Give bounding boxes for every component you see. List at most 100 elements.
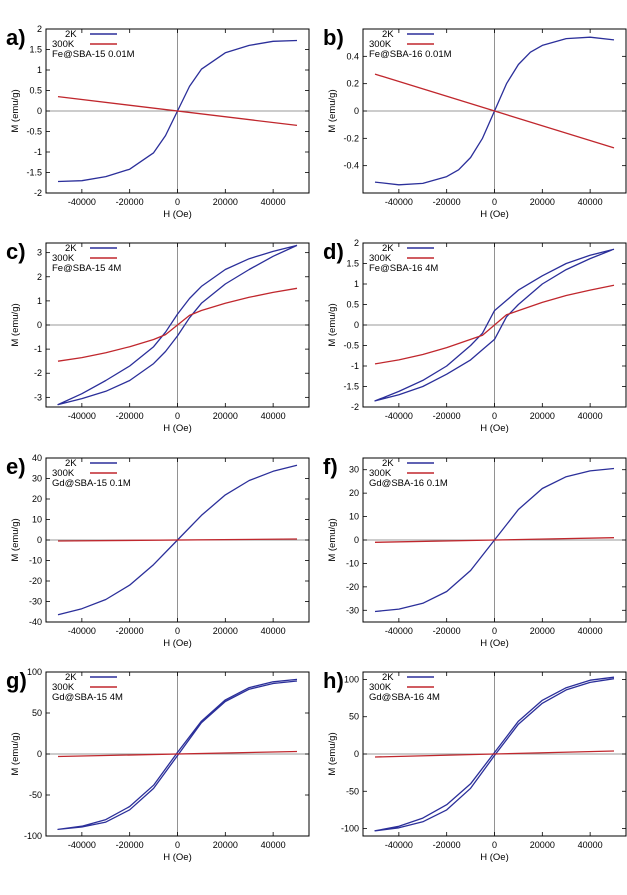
y-tick-label: -0.5 (26, 127, 42, 137)
chart-panel-2: -0.4 -0.2 0 0.2 0.4 -40000 -20000 0 20000 40000 H … (323, 25, 627, 220)
panel-letter: c) (6, 239, 26, 264)
y-tick-label: 0 (354, 320, 359, 330)
x-axis-label: H (Oe) (480, 852, 509, 863)
y-tick-label: -20 (29, 576, 42, 586)
y-tick-label: 100 (27, 667, 42, 677)
series-line-2k (374, 676, 615, 832)
y-axis-label: M (emu/g) (327, 89, 338, 132)
y-tick-label: 1.5 (29, 45, 42, 55)
sample-label: Fe@SBA-15 4M (52, 263, 121, 274)
legend-entry-label: 300K (52, 682, 75, 693)
x-axis-label: H (Oe) (480, 209, 509, 220)
y-tick-label: -10 (29, 556, 42, 566)
legend-entry-label: 2K (65, 672, 77, 683)
x-tick-label: 20000 (530, 626, 555, 636)
x-tick-label: -20000 (433, 626, 461, 636)
y-tick-label: 20 (349, 488, 359, 498)
x-tick-label: -20000 (116, 197, 144, 207)
y-tick-label: 20 (32, 494, 42, 504)
series-line-300k (374, 750, 615, 758)
y-tick-label: 1 (37, 296, 42, 306)
y-axis-label: M (emu/g) (10, 518, 21, 561)
chart-panel-5: -40 -30 -20 -10 0 10 20 30 40 -40000 -20000 0 20000 4… (6, 453, 310, 649)
x-tick-label: -40000 (385, 840, 413, 850)
y-tick-label: 1.5 (346, 259, 359, 269)
panel-letter: e) (6, 454, 26, 479)
legend-entry-label: 300K (52, 468, 75, 479)
y-tick-label: -1.5 (343, 382, 359, 392)
x-tick-label: 0 (492, 626, 497, 636)
x-tick-label: 40000 (578, 411, 603, 421)
y-tick-label: -10 (346, 558, 359, 568)
chart-panel-3: -3 -2 -1 0 1 2 3 -40000 -20000 0 20000 40000 H (Oe) M… (6, 239, 310, 434)
x-tick-label: -40000 (385, 197, 413, 207)
y-tick-label: -2 (34, 188, 42, 198)
legend-entry-label: 2K (382, 243, 394, 254)
x-axis-label: H (Oe) (480, 638, 509, 649)
y-tick-label: -1.5 (26, 168, 42, 178)
legend-entry-label: 2K (382, 672, 394, 683)
panel-letter: h) (323, 668, 344, 693)
x-tick-label: 40000 (578, 840, 603, 850)
y-tick-label: 0 (37, 106, 42, 116)
y-tick-label: 30 (349, 465, 359, 475)
x-tick-label: -40000 (385, 411, 413, 421)
y-axis-label: M (emu/g) (327, 732, 338, 775)
y-tick-label: 10 (349, 512, 359, 522)
panel-letter: d) (323, 239, 344, 264)
chart-panel-8: -100 -50 0 50 100 -40000 -20000 0 20000 40000 H (O… (323, 668, 627, 863)
x-tick-label: 20000 (213, 197, 238, 207)
x-axis-label: H (Oe) (480, 423, 509, 434)
x-axis-label: H (Oe) (163, 852, 192, 863)
y-tick-label: 0 (37, 749, 42, 759)
y-axis-label: M (emu/g) (10, 732, 21, 775)
y-axis-label: M (emu/g) (10, 303, 21, 346)
x-tick-label: 40000 (261, 197, 286, 207)
x-tick-label: -40000 (385, 626, 413, 636)
y-tick-label: 100 (344, 674, 359, 684)
sample-label: Fe@SBA-16 4M (369, 263, 438, 274)
x-tick-label: 0 (175, 626, 180, 636)
y-tick-label: 0.2 (346, 79, 359, 89)
y-tick-label: 30 (32, 474, 42, 484)
series-line-2k (374, 248, 615, 402)
legend-entry-label: 300K (52, 39, 75, 50)
y-tick-label: 50 (349, 712, 359, 722)
legend-entry-label: 2K (382, 458, 394, 469)
series-line-2k (57, 244, 298, 406)
legend-entry-label: 300K (369, 253, 392, 264)
y-tick-label: 2 (37, 272, 42, 282)
legend-entry-label: 2K (382, 29, 394, 40)
y-tick-label: -30 (29, 597, 42, 607)
y-tick-label: -3 (34, 392, 42, 402)
sample-label: Fe@SBA-15 0.01M (52, 49, 135, 60)
series-line-300k (374, 537, 615, 543)
y-tick-label: -20 (346, 582, 359, 592)
series-line-2k (57, 678, 298, 831)
x-tick-label: -40000 (68, 411, 96, 421)
x-tick-label: 20000 (530, 411, 555, 421)
x-axis-label: H (Oe) (163, 638, 192, 649)
panel-letter: b) (323, 25, 344, 50)
x-tick-label: 40000 (578, 626, 603, 636)
y-tick-label: -1 (34, 344, 42, 354)
y-tick-label: -2 (34, 368, 42, 378)
chart-panel-7: -100 -50 0 50 100 -40000 -20000 0 20000 40000 H (O… (6, 667, 310, 863)
sample-label: Gd@SBA-16 0.1M (369, 478, 448, 489)
y-tick-label: 3 (37, 248, 42, 258)
y-tick-label: -100 (341, 824, 359, 834)
panel-letter: a) (6, 25, 26, 50)
x-axis-label: H (Oe) (163, 209, 192, 220)
y-axis-label: M (emu/g) (327, 518, 338, 561)
x-tick-label: 0 (175, 840, 180, 850)
y-tick-label: -0.4 (343, 161, 359, 171)
x-tick-label: 40000 (261, 411, 286, 421)
y-tick-label: 0 (37, 535, 42, 545)
x-tick-label: 20000 (530, 840, 555, 850)
x-tick-label: -20000 (433, 840, 461, 850)
x-tick-label: -20000 (116, 626, 144, 636)
y-tick-label: -0.2 (343, 133, 359, 143)
x-tick-label: 0 (492, 840, 497, 850)
legend-entry-label: 2K (65, 458, 77, 469)
